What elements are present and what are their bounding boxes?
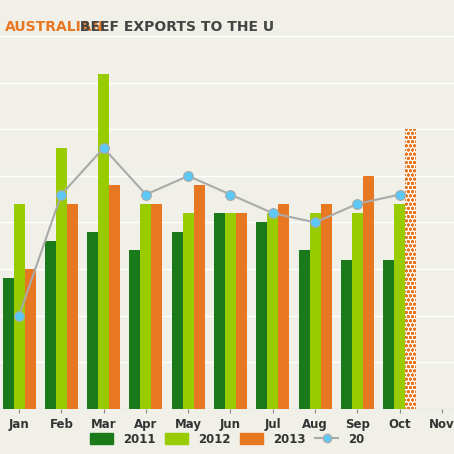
- Bar: [45, 241, 56, 409]
- Bar: [236, 213, 247, 409]
- Bar: [25, 269, 35, 409]
- Bar: [267, 213, 278, 409]
- Point: [354, 200, 361, 207]
- Bar: [341, 260, 352, 409]
- Text: AUSTRALIAN: AUSTRALIAN: [5, 20, 104, 35]
- Point: [227, 191, 234, 198]
- Bar: [299, 250, 310, 409]
- Bar: [151, 204, 163, 409]
- Point: [269, 209, 276, 217]
- Bar: [278, 204, 289, 409]
- Bar: [352, 213, 363, 409]
- Point: [142, 191, 149, 198]
- Point: [58, 191, 65, 198]
- Bar: [98, 74, 109, 409]
- Bar: [225, 213, 236, 409]
- Bar: [129, 250, 140, 409]
- Bar: [183, 213, 194, 409]
- Text: BEEF EXPORTS TO THE U: BEEF EXPORTS TO THE U: [75, 20, 274, 35]
- Bar: [194, 185, 205, 409]
- Bar: [383, 260, 394, 409]
- Bar: [109, 185, 120, 409]
- Bar: [214, 213, 225, 409]
- Bar: [87, 232, 98, 409]
- Point: [15, 312, 23, 319]
- Bar: [256, 222, 267, 409]
- Legend: 2011, 2012, 2013, 20: 2011, 2012, 2013, 20: [88, 430, 366, 448]
- Bar: [140, 204, 151, 409]
- Point: [185, 172, 192, 179]
- Point: [100, 144, 107, 152]
- Bar: [394, 204, 405, 409]
- Bar: [321, 204, 331, 409]
- Bar: [172, 232, 183, 409]
- Bar: [67, 204, 78, 409]
- Bar: [310, 213, 321, 409]
- Bar: [405, 129, 416, 409]
- Bar: [56, 148, 67, 409]
- Bar: [363, 176, 374, 409]
- Point: [311, 219, 319, 226]
- Bar: [405, 129, 416, 409]
- Bar: [3, 278, 14, 409]
- Point: [396, 191, 403, 198]
- Bar: [14, 204, 25, 409]
